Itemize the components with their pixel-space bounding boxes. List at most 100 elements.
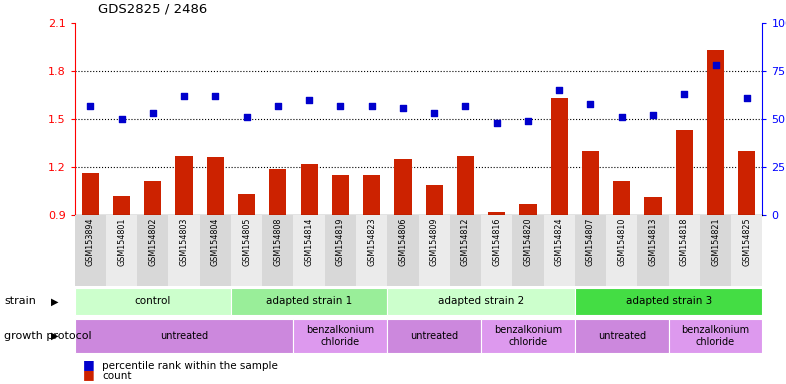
Bar <box>544 215 575 286</box>
Bar <box>520 204 537 215</box>
Bar <box>606 215 637 286</box>
Bar <box>356 215 387 286</box>
Bar <box>669 215 700 286</box>
Point <box>84 103 97 109</box>
Bar <box>731 215 762 286</box>
Bar <box>75 319 293 353</box>
Text: GSM154813: GSM154813 <box>648 217 658 266</box>
Text: GSM154818: GSM154818 <box>680 217 689 266</box>
Bar <box>575 288 762 315</box>
Text: GSM154819: GSM154819 <box>336 217 345 266</box>
Text: ■: ■ <box>83 368 94 381</box>
Text: GSM154809: GSM154809 <box>430 217 439 266</box>
Bar <box>231 288 387 315</box>
Bar <box>613 182 630 215</box>
Bar <box>200 215 231 286</box>
Text: untreated: untreated <box>597 331 646 341</box>
Point <box>584 101 597 107</box>
Bar <box>263 215 293 286</box>
Bar <box>168 215 200 286</box>
Text: GSM154824: GSM154824 <box>555 217 564 266</box>
Text: GSM154802: GSM154802 <box>149 217 157 266</box>
Point <box>365 103 378 109</box>
Bar <box>457 156 474 215</box>
Bar <box>82 174 99 215</box>
Text: count: count <box>102 371 132 381</box>
Bar <box>207 157 224 215</box>
Text: ▶: ▶ <box>51 331 59 341</box>
Point <box>678 91 691 97</box>
Point <box>647 112 659 118</box>
Bar <box>387 288 575 315</box>
Point <box>490 120 503 126</box>
Bar <box>325 215 356 286</box>
Text: growth protocol: growth protocol <box>4 331 91 341</box>
Text: GSM154821: GSM154821 <box>711 217 720 266</box>
Text: GSM154803: GSM154803 <box>179 217 189 266</box>
Text: ■: ■ <box>83 358 94 371</box>
Bar <box>575 319 669 353</box>
Point <box>553 87 565 93</box>
Text: GSM154808: GSM154808 <box>274 217 282 266</box>
Text: benzalkonium
chloride: benzalkonium chloride <box>681 325 750 347</box>
Text: untreated: untreated <box>160 331 208 341</box>
Text: GSM154801: GSM154801 <box>117 217 126 266</box>
Point <box>397 104 410 111</box>
Bar <box>425 185 443 215</box>
Text: GSM154823: GSM154823 <box>367 217 376 266</box>
Bar <box>645 197 662 215</box>
Point <box>146 110 159 116</box>
Bar <box>113 196 130 215</box>
Text: control: control <box>134 296 171 306</box>
Bar <box>293 319 387 353</box>
Text: GSM154825: GSM154825 <box>742 217 751 266</box>
Bar <box>669 319 762 353</box>
Bar <box>387 319 481 353</box>
Bar <box>144 182 161 215</box>
Point <box>334 103 347 109</box>
Text: GSM154805: GSM154805 <box>242 217 251 266</box>
Text: strain: strain <box>4 296 36 306</box>
Point <box>209 93 222 99</box>
Bar <box>676 130 693 215</box>
Text: GSM154810: GSM154810 <box>617 217 626 266</box>
Bar <box>395 159 412 215</box>
Point <box>241 114 253 120</box>
Text: GSM153894: GSM153894 <box>86 217 95 266</box>
Text: GSM154806: GSM154806 <box>399 217 407 266</box>
Bar <box>488 212 505 215</box>
Text: benzalkonium
chloride: benzalkonium chloride <box>307 325 374 347</box>
Bar <box>481 215 512 286</box>
Bar <box>75 215 106 286</box>
Point <box>178 93 190 99</box>
Point <box>709 62 722 68</box>
Bar <box>450 215 481 286</box>
Text: adapted strain 3: adapted strain 3 <box>626 296 712 306</box>
Text: GSM154814: GSM154814 <box>305 217 314 266</box>
Point <box>272 103 285 109</box>
Bar <box>75 288 231 315</box>
Bar <box>293 215 325 286</box>
Text: benzalkonium
chloride: benzalkonium chloride <box>494 325 562 347</box>
Bar <box>363 175 380 215</box>
Bar <box>387 215 419 286</box>
Point <box>428 110 440 116</box>
Text: adapted strain 2: adapted strain 2 <box>438 296 524 306</box>
Text: GSM154820: GSM154820 <box>523 217 532 266</box>
Point <box>116 116 128 122</box>
Bar <box>582 151 599 215</box>
Point <box>740 95 753 101</box>
Bar <box>481 319 575 353</box>
Bar <box>551 98 567 215</box>
Bar <box>707 50 724 215</box>
Point <box>522 118 534 124</box>
Text: percentile rank within the sample: percentile rank within the sample <box>102 361 278 371</box>
Text: GSM154804: GSM154804 <box>211 217 220 266</box>
Bar <box>700 215 731 286</box>
Point <box>615 114 628 120</box>
Text: GSM154807: GSM154807 <box>586 217 595 266</box>
Bar <box>512 215 544 286</box>
Point <box>459 103 472 109</box>
Text: ▶: ▶ <box>51 296 59 306</box>
Text: adapted strain 1: adapted strain 1 <box>266 296 352 306</box>
